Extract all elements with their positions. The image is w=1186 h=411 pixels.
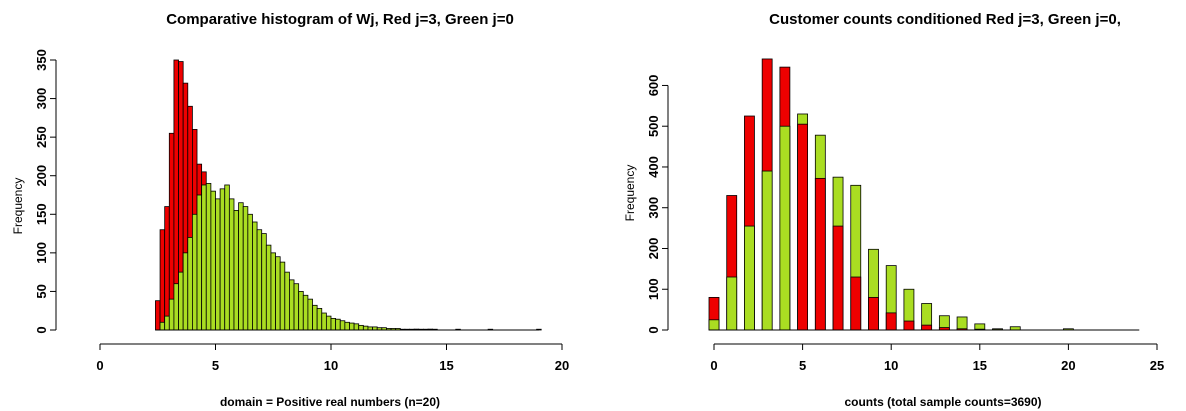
- histogram-bar: [168, 298, 175, 331]
- y-tick-label: 600: [646, 75, 661, 97]
- histogram-bar: [344, 321, 350, 331]
- histogram-bar: [164, 206, 170, 331]
- x-tick-label: 10: [324, 358, 338, 373]
- histogram-bar: [242, 206, 249, 331]
- histogram-bar: [155, 300, 161, 331]
- histogram-bar: [178, 271, 184, 331]
- count-bar: [868, 296, 879, 331]
- histogram-bar: [159, 321, 166, 331]
- y-tick-label: 350: [34, 49, 49, 71]
- chart-title: Comparative histogram of Wj, Red j=3, Gr…: [166, 11, 514, 28]
- histogram-bar: [293, 283, 300, 331]
- x-tick-label: 5: [799, 358, 806, 373]
- histogram-bar: [210, 190, 216, 331]
- histogram-bar: [302, 294, 309, 331]
- histogram-bar: [358, 324, 364, 331]
- y-tick-label: 500: [646, 115, 661, 137]
- histogram-bar: [261, 233, 267, 331]
- count-bar: [903, 320, 915, 331]
- histogram-bar: [321, 312, 327, 331]
- histogram-bar: [159, 229, 166, 331]
- y-tick-label: 250: [34, 126, 49, 148]
- histogram-bar: [233, 210, 239, 331]
- histogram-bar: [362, 325, 369, 331]
- x-tick-label: 10: [884, 358, 898, 373]
- histogram-bar: [349, 322, 355, 331]
- x-axis-label: counts (total sample counts=3690): [844, 395, 1041, 409]
- y-tick-label: 300: [646, 197, 661, 219]
- x-tick-label: 0: [710, 358, 717, 373]
- x-tick-label: 15: [439, 358, 453, 373]
- x-tick-label: 20: [555, 358, 569, 373]
- histogram-bar: [247, 213, 253, 331]
- histogram-bar: [215, 198, 221, 331]
- histogram-bar: [182, 252, 189, 331]
- histogram-chart: Comparative histogram of Wj, Red j=3, Gr…: [11, 11, 569, 409]
- count-bar: [956, 316, 968, 331]
- y-tick-label: 150: [34, 203, 49, 225]
- x-tick-label: 20: [1061, 358, 1075, 373]
- histogram-bar: [312, 304, 318, 331]
- y-tick-label: 50: [34, 284, 49, 298]
- histogram-bar: [284, 271, 290, 331]
- histogram-bar: [187, 237, 193, 331]
- count-bar: [708, 319, 720, 331]
- histogram-bar: [339, 320, 346, 331]
- histogram-bar: [279, 261, 286, 331]
- y-tick-label: 400: [646, 156, 661, 178]
- count-bar: [850, 276, 862, 331]
- bar-chart: Customer counts conditioned Red j=3, Gre…: [623, 11, 1164, 409]
- count-bar: [779, 125, 791, 331]
- histogram-bar: [252, 221, 258, 331]
- histogram-bar: [238, 202, 244, 331]
- histogram-bar: [256, 229, 263, 331]
- count-bar: [921, 324, 933, 331]
- y-axis-label: Frequency: [623, 165, 637, 222]
- histogram-bar: [270, 252, 276, 331]
- histogram-bar: [201, 184, 207, 331]
- x-tick-label: 25: [1150, 358, 1164, 373]
- histogram-bar: [196, 194, 203, 331]
- histogram-bar: [228, 198, 235, 331]
- count-bar: [797, 123, 808, 331]
- histogram-bar: [298, 291, 304, 331]
- x-tick-label: 0: [96, 358, 103, 373]
- y-tick-label: 200: [646, 238, 661, 260]
- histogram-bar: [205, 183, 212, 331]
- plot-area: 0 5 10 15 20 25 0 100 200 300 400 500 600: [646, 58, 1164, 373]
- count-bar: [814, 177, 826, 331]
- x-tick-label: 15: [973, 358, 987, 373]
- histogram-bar: [173, 283, 179, 331]
- y-tick-label: 100: [34, 242, 49, 264]
- x-axis-label: domain = Positive real numbers (n=20): [220, 395, 440, 409]
- count-bar: [832, 225, 844, 331]
- histogram-bar: [325, 315, 332, 331]
- histogram-bar: [307, 298, 313, 331]
- histogram-bar: [219, 188, 226, 331]
- chart-title: Customer counts conditioned Red j=3, Gre…: [769, 11, 1121, 28]
- y-tick-label: 100: [646, 278, 661, 300]
- histogram-bar: [191, 213, 198, 331]
- count-bar: [744, 225, 755, 331]
- histogram-bar: [353, 323, 360, 331]
- histogram-bar: [330, 318, 337, 331]
- y-tick-label: 0: [34, 326, 49, 333]
- y-tick-label: 0: [646, 326, 661, 333]
- count-bar: [726, 276, 738, 331]
- histogram-bar: [265, 244, 272, 331]
- y-axis-label: Frequency: [11, 178, 25, 235]
- count-bar: [761, 170, 773, 331]
- x-tick-label: 5: [212, 358, 219, 373]
- y-tick-label: 200: [34, 165, 49, 187]
- histogram-bar: [335, 318, 341, 331]
- histogram-bar: [316, 307, 323, 331]
- histogram-bar: [275, 256, 281, 331]
- histogram-bar: [289, 279, 295, 331]
- count-bar: [885, 312, 897, 331]
- histogram-bar: [224, 184, 230, 331]
- histogram-bar: [164, 315, 170, 331]
- y-tick-label: 300: [34, 88, 49, 110]
